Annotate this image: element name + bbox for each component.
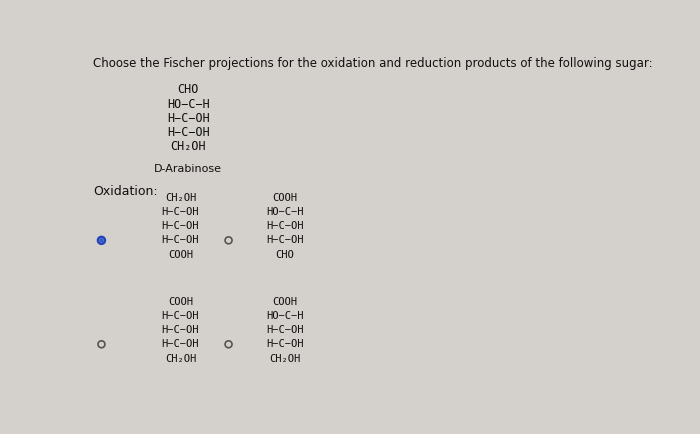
Text: D-Arabinose: D-Arabinose — [154, 164, 223, 174]
Circle shape — [99, 238, 104, 243]
Text: H−C−OH: H−C−OH — [267, 339, 304, 349]
Text: CHO: CHO — [178, 83, 199, 96]
Text: HO−C−H: HO−C−H — [267, 311, 304, 321]
Text: H−C−OH: H−C−OH — [162, 221, 200, 231]
Text: COOH: COOH — [272, 296, 298, 306]
Text: HO−C−H: HO−C−H — [267, 207, 304, 217]
Text: H−C−OH: H−C−OH — [167, 126, 209, 139]
Text: H−C−OH: H−C−OH — [162, 325, 200, 335]
Text: H−C−OH: H−C−OH — [162, 311, 200, 321]
Text: H−C−OH: H−C−OH — [267, 221, 304, 231]
Text: H−C−OH: H−C−OH — [162, 207, 200, 217]
Text: CH₂OH: CH₂OH — [270, 354, 301, 364]
Text: CH₂OH: CH₂OH — [165, 354, 196, 364]
Text: HO−C−H: HO−C−H — [167, 98, 209, 111]
Text: H−C−OH: H−C−OH — [162, 339, 200, 349]
Text: H−C−OH: H−C−OH — [162, 235, 200, 245]
Text: Choose the Fischer projections for the oxidation and reduction products of the f: Choose the Fischer projections for the o… — [93, 57, 652, 70]
Text: H−C−OH: H−C−OH — [267, 235, 304, 245]
Text: COOH: COOH — [168, 296, 193, 306]
Text: CHO: CHO — [276, 250, 295, 260]
Text: H−C−OH: H−C−OH — [167, 112, 209, 125]
Text: COOH: COOH — [168, 250, 193, 260]
Text: CH₂OH: CH₂OH — [170, 140, 206, 153]
Text: H−C−OH: H−C−OH — [267, 325, 304, 335]
Text: Oxidation:: Oxidation: — [93, 184, 158, 197]
Text: COOH: COOH — [272, 193, 298, 203]
Text: CH₂OH: CH₂OH — [165, 193, 196, 203]
